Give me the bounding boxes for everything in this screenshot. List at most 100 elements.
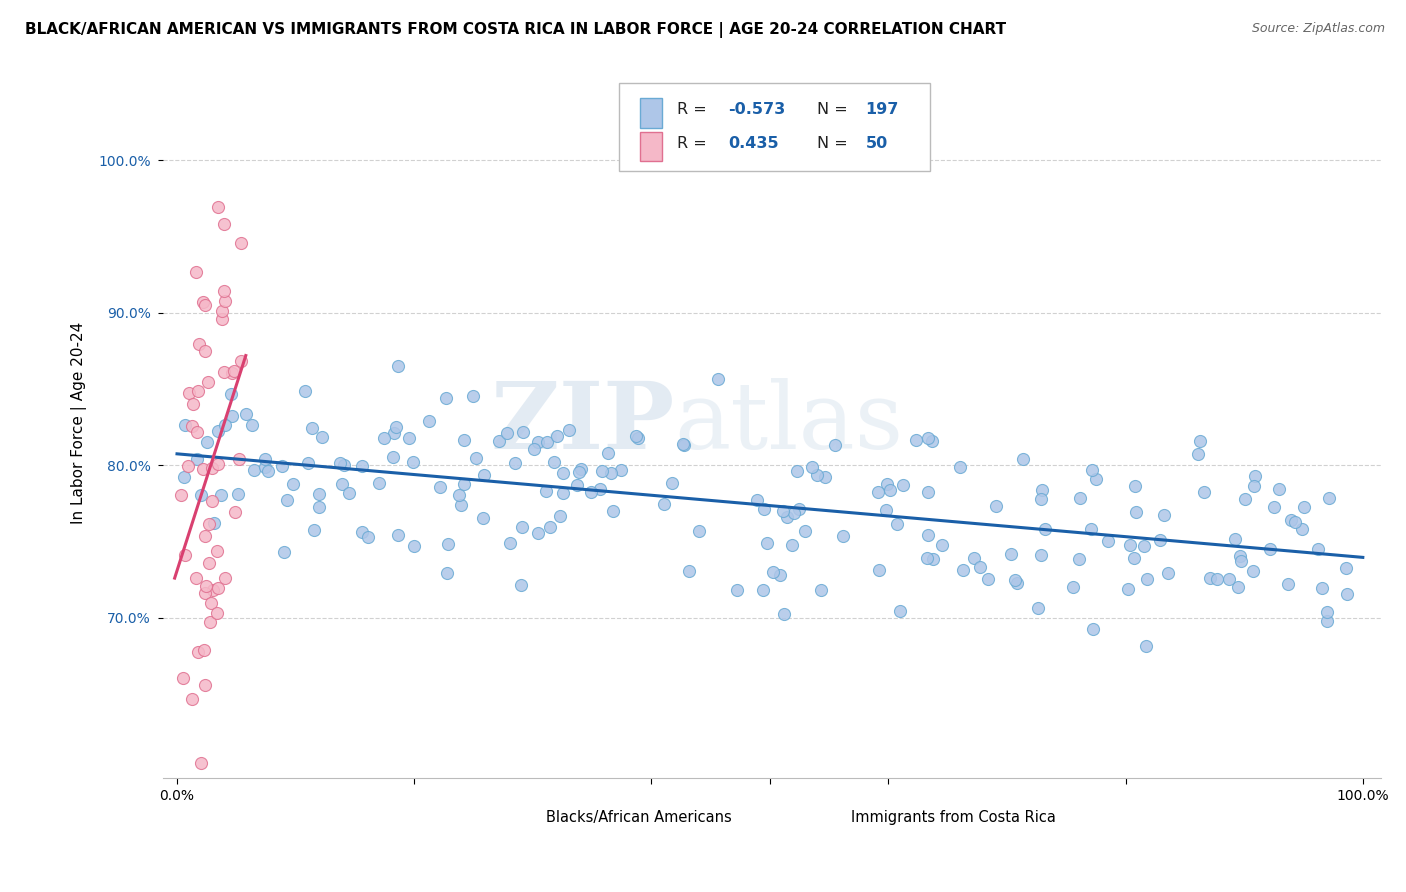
Text: N =: N = [817,136,852,151]
Point [1294,500,1316,514]
Point [211,304,233,318]
Point [453,477,475,491]
Point [1033,522,1056,536]
Point [1310,581,1333,595]
Point [214,365,236,379]
Point [1284,515,1306,529]
Point [214,417,236,432]
Point [986,499,1008,513]
Point [332,477,354,491]
Point [242,417,264,432]
Point [543,455,565,469]
Point [921,434,943,449]
Point [1081,623,1104,637]
Point [1192,485,1215,500]
Point [402,539,425,553]
Point [806,467,828,482]
Point [1069,552,1091,566]
Point [1135,640,1157,654]
Point [337,485,360,500]
Point [568,465,591,479]
Point [610,463,633,477]
Point [401,455,423,469]
Point [824,438,846,452]
Point [787,502,810,516]
Point [661,476,683,491]
Point [814,470,837,484]
Point [905,433,928,447]
Point [453,433,475,447]
Point [571,462,593,476]
Point [308,500,330,514]
Point [381,450,404,465]
Point [194,579,217,593]
Point [201,493,224,508]
Point [194,344,217,359]
Point [190,756,212,770]
Point [373,431,395,445]
Point [194,586,217,600]
Point [496,426,519,441]
Point [1230,554,1253,568]
Point [385,420,408,434]
Point [202,516,225,531]
Point [308,486,330,500]
Point [222,364,245,378]
Point [229,354,252,368]
Point [301,421,323,435]
Point [831,528,853,542]
Point [869,563,891,577]
Point [589,482,612,496]
Point [931,538,953,552]
Point [276,492,298,507]
Point [1241,564,1264,578]
Point [1291,522,1313,536]
Point [1336,587,1358,601]
Point [221,409,243,423]
Point [810,582,832,597]
Point [191,462,214,476]
Point [207,424,229,438]
Point [1233,491,1256,506]
Point [772,504,794,518]
Point [173,548,195,562]
Point [170,488,193,502]
Point [243,463,266,477]
Point [1316,606,1339,620]
FancyBboxPatch shape [620,83,929,171]
Point [672,437,695,451]
Point [1218,572,1240,586]
Point [187,645,209,659]
Point [527,434,550,449]
Point [876,477,898,491]
Y-axis label: In Labor Force | Age 20-24: In Labor Force | Age 20-24 [72,322,87,524]
Point [1149,533,1171,547]
Point [1097,534,1119,549]
Point [1277,576,1299,591]
Point [889,604,911,618]
Point [200,596,222,610]
Point [598,446,620,460]
Point [464,450,486,465]
Point [1189,434,1212,449]
Point [534,484,557,499]
Point [194,298,217,312]
Point [1229,549,1251,563]
Point [1279,513,1302,527]
Text: R =: R = [676,103,711,117]
Text: 197: 197 [866,103,898,117]
Point [436,566,458,580]
Point [254,460,277,475]
Point [447,488,470,502]
Text: Source: ZipAtlas.com: Source: ZipAtlas.com [1251,22,1385,36]
Point [1316,614,1339,628]
Point [624,429,647,443]
Point [538,520,561,534]
Point [194,529,217,543]
Point [591,464,613,478]
Point [228,451,250,466]
Point [197,517,219,532]
Point [1206,572,1229,586]
Point [311,430,333,444]
Point [177,385,200,400]
